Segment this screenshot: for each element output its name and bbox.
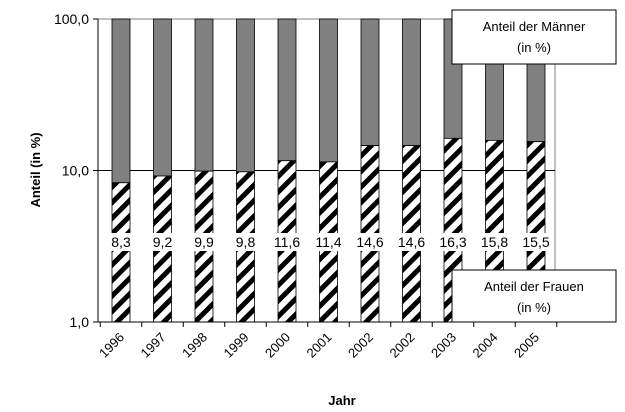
bar-maenner [194,18,214,172]
y-tick-label: 1,0 [70,314,90,330]
data-label: 9,8 [236,234,256,250]
data-label: 15,5 [522,234,549,250]
data-label: 14,6 [398,234,425,250]
data-label: 15,8 [481,234,508,250]
legend-maenner-line2: (in %) [517,40,551,55]
legend-frauen-line2: (in %) [517,300,551,315]
bar-maenner [153,18,172,177]
data-label-bg [191,233,217,251]
bar-maenner [111,18,131,184]
x-tick-label: 2002 [345,330,376,361]
bar-maenner [236,18,255,173]
legend-frauen-box [451,269,617,323]
data-label-bg [270,233,304,251]
data-label-bg [232,233,259,251]
x-tick-label: 1997 [138,330,169,361]
legend: Anteil der Männer (in %) Anteil der Frauen… [451,9,617,323]
data-labels: 8,3 9,2 9,9 9,8 11,6 11,4 14,6 14,6 16,3 15,8 15,5 [108,233,553,251]
x-tick-label: 2002 [387,330,418,361]
data-label: 14,6 [356,234,383,250]
data-label: 9,9 [194,234,214,250]
x-tick-label: 2005 [511,330,542,361]
data-label-bg [353,233,387,251]
bar-maenner [402,18,421,147]
data-label: 8,3 [111,234,131,250]
x-tick-label: 2004 [470,330,501,361]
data-label: 16,3 [439,234,466,250]
y-axis-title: Anteil (in %) [28,132,43,207]
data-label-bg [108,233,134,251]
data-label-bg [436,233,470,251]
y-tick-label: 10,0 [62,163,89,179]
data-label: 11,6 [274,234,300,250]
legend-frauen-line1: Anteil der Frauen [484,279,584,294]
x-axis-title: Jahr [328,393,355,408]
data-label-bg [311,233,346,251]
x-tick-label: 2001 [304,330,335,361]
data-label-bg [477,233,512,251]
x-tick-label: 1996 [96,330,127,361]
data-label-bg [149,233,176,251]
bar-maenner [360,18,380,147]
legend-maenner-line1: Anteil der Männer [483,19,586,34]
bar-maenner [319,18,338,163]
data-label: 11,4 [315,234,341,250]
data-label: 9,2 [153,234,173,250]
x-tick-label: 2000 [262,330,293,361]
data-label-bg [519,233,553,251]
bar-maenner [277,18,297,162]
bar-frauen [111,182,131,323]
legend-maenner-box [451,9,617,65]
y-tick-label: 100,0 [54,11,89,27]
x-tick-label: 1999 [221,330,252,361]
x-tick-label: 2003 [428,330,459,361]
data-label-bg [394,233,429,251]
x-tick-label: 1998 [179,330,210,361]
